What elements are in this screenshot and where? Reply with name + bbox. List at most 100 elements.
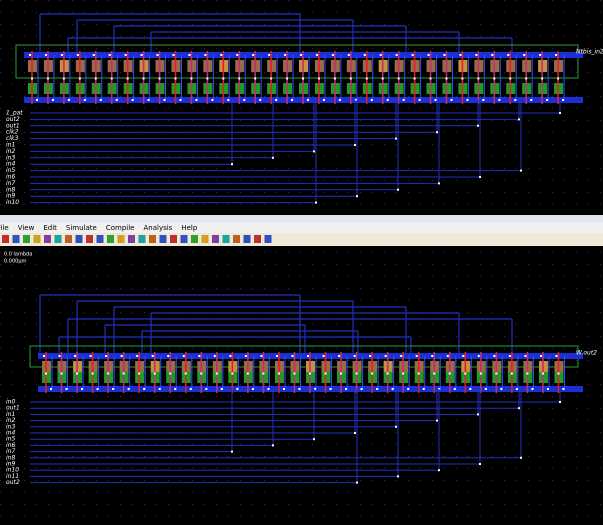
tool-button[interactable] xyxy=(65,235,72,243)
tool-button[interactable] xyxy=(191,235,198,243)
tool-button[interactable] xyxy=(139,235,146,243)
tool-button[interactable] xyxy=(23,235,30,243)
contact xyxy=(116,99,118,101)
contact xyxy=(298,388,300,390)
menu-item[interactable]: Analysis xyxy=(143,224,172,232)
contact xyxy=(169,373,171,375)
tool-button[interactable] xyxy=(265,235,272,243)
contact xyxy=(159,78,161,80)
contact xyxy=(354,355,356,357)
contact xyxy=(387,99,389,101)
tool-button[interactable] xyxy=(212,235,219,243)
menu-item[interactable]: File xyxy=(0,224,9,232)
contact xyxy=(47,78,49,80)
contact xyxy=(414,78,416,80)
contact xyxy=(412,54,414,56)
contact xyxy=(418,373,420,375)
tool-button[interactable] xyxy=(86,235,93,243)
contact xyxy=(211,99,213,101)
contact xyxy=(236,388,238,390)
status-text: 0.0 lambda xyxy=(4,252,32,258)
contact xyxy=(95,78,97,80)
contact xyxy=(179,99,181,101)
tool-button[interactable] xyxy=(170,235,177,243)
contact xyxy=(111,78,113,80)
contact xyxy=(307,355,309,357)
contact xyxy=(206,78,208,80)
tool-button[interactable] xyxy=(34,235,41,243)
tool-button[interactable] xyxy=(128,235,135,243)
contact xyxy=(464,373,466,375)
screenshot: 1_patout2out1clk2clk3in1in2in3in4in5in6i… xyxy=(0,0,603,525)
node-label: Ntbis_in2 xyxy=(576,49,603,56)
contact xyxy=(195,99,197,101)
contact xyxy=(291,99,293,101)
contact xyxy=(443,54,445,56)
contact xyxy=(107,373,109,375)
contact xyxy=(61,54,63,56)
contact xyxy=(29,54,31,56)
via xyxy=(313,438,315,440)
contact xyxy=(459,54,461,56)
contact xyxy=(143,78,145,80)
contact xyxy=(392,388,394,390)
contact xyxy=(400,355,402,357)
via xyxy=(354,432,356,434)
contact xyxy=(123,373,125,375)
menu-item[interactable]: Help xyxy=(181,224,198,232)
contact xyxy=(403,99,405,101)
window-border xyxy=(0,215,603,222)
contact xyxy=(52,99,54,101)
tool-button[interactable] xyxy=(160,235,167,243)
tool-button[interactable] xyxy=(107,235,114,243)
tool-button[interactable] xyxy=(223,235,230,243)
contact xyxy=(495,373,497,375)
tool-button[interactable] xyxy=(244,235,251,243)
contact xyxy=(450,99,452,101)
contact xyxy=(514,99,516,101)
menu-item[interactable]: View xyxy=(18,224,35,232)
menu-item[interactable]: Simulate xyxy=(66,224,97,232)
tool-button[interactable] xyxy=(2,235,9,243)
tool-button[interactable] xyxy=(97,235,104,243)
contact xyxy=(93,54,95,56)
tool-button[interactable] xyxy=(13,235,20,243)
contact xyxy=(348,54,350,56)
menu-item[interactable]: Compile xyxy=(106,224,135,232)
tool-button[interactable] xyxy=(233,235,240,243)
contact xyxy=(121,355,123,357)
menu-item[interactable]: Edit xyxy=(43,224,57,232)
contact xyxy=(428,54,430,56)
contact xyxy=(466,99,468,101)
tool-button[interactable] xyxy=(181,235,188,243)
tool-button[interactable] xyxy=(254,235,261,243)
contact xyxy=(222,78,224,80)
contact xyxy=(143,388,145,390)
contact xyxy=(555,54,557,56)
tool-button[interactable] xyxy=(44,235,51,243)
tool-button[interactable] xyxy=(76,235,83,243)
tool-button[interactable] xyxy=(118,235,125,243)
contact xyxy=(262,373,264,375)
contact xyxy=(125,54,127,56)
contact xyxy=(74,355,76,357)
contact xyxy=(238,78,240,80)
contact xyxy=(205,388,207,390)
contact xyxy=(477,78,479,80)
via xyxy=(395,426,397,428)
contact xyxy=(267,388,269,390)
contact xyxy=(525,78,527,80)
tool-button[interactable] xyxy=(55,235,62,243)
via xyxy=(231,451,233,453)
contact xyxy=(419,99,421,101)
contact xyxy=(387,373,389,375)
contact xyxy=(307,99,309,101)
tool-button[interactable] xyxy=(149,235,156,243)
contact xyxy=(449,373,451,375)
contact xyxy=(159,388,161,390)
contact xyxy=(541,78,543,80)
tool-button[interactable] xyxy=(202,235,209,243)
contact xyxy=(152,355,154,357)
contact xyxy=(204,54,206,56)
via xyxy=(356,482,358,484)
